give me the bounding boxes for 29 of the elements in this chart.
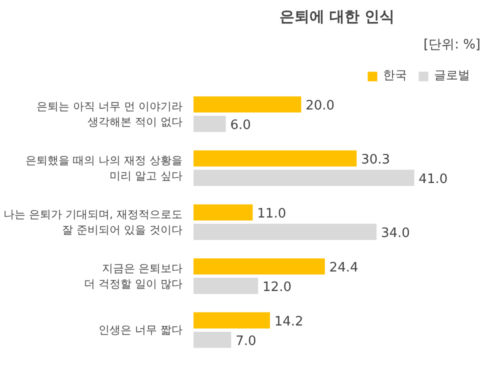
legend-label: 한국 [383, 67, 407, 84]
data-label: 12.0 [262, 280, 292, 295]
bar [194, 204, 253, 221]
data-label: 34.0 [380, 226, 410, 241]
bar [194, 332, 232, 348]
bar [194, 116, 226, 132]
data-label: 11.0 [257, 206, 286, 222]
bar [194, 170, 414, 186]
bar [194, 150, 357, 167]
bar [194, 258, 325, 275]
data-label: 24.4 [329, 260, 358, 276]
y-tick-label: 나는 은퇴가 기대되며, 재정적으로도 잘 준비되어 있을 것이다 [4, 208, 183, 236]
data-label: 41.0 [418, 172, 448, 187]
chart-title: 은퇴에 대한 인식 [279, 8, 395, 26]
text: [단위: %] [423, 38, 481, 52]
bar [194, 96, 302, 113]
legend-label: 글로벌 [434, 67, 470, 84]
y-tick-label: 은퇴는 아직 너무 먼 이야기라 생각해본 적이 없다 [36, 100, 183, 128]
data-label: 7.0 [236, 334, 256, 349]
bar [194, 224, 377, 240]
y-tick-label: 지금은 은퇴보다 더 걱정할 일이 많다 [84, 262, 183, 290]
bar [194, 278, 258, 294]
data-label: 6.0 [230, 118, 251, 133]
y-tick-label: 은퇴했을 때의 나의 재정 상황을 미리 알고 싶다 [26, 154, 183, 182]
data-label: 30.3 [361, 152, 390, 168]
data-label: 20.0 [306, 98, 335, 114]
bar [194, 312, 270, 328]
data-label: 14.2 [274, 314, 304, 330]
y-tick-label: 인생은 너무 짧다 [98, 324, 183, 337]
